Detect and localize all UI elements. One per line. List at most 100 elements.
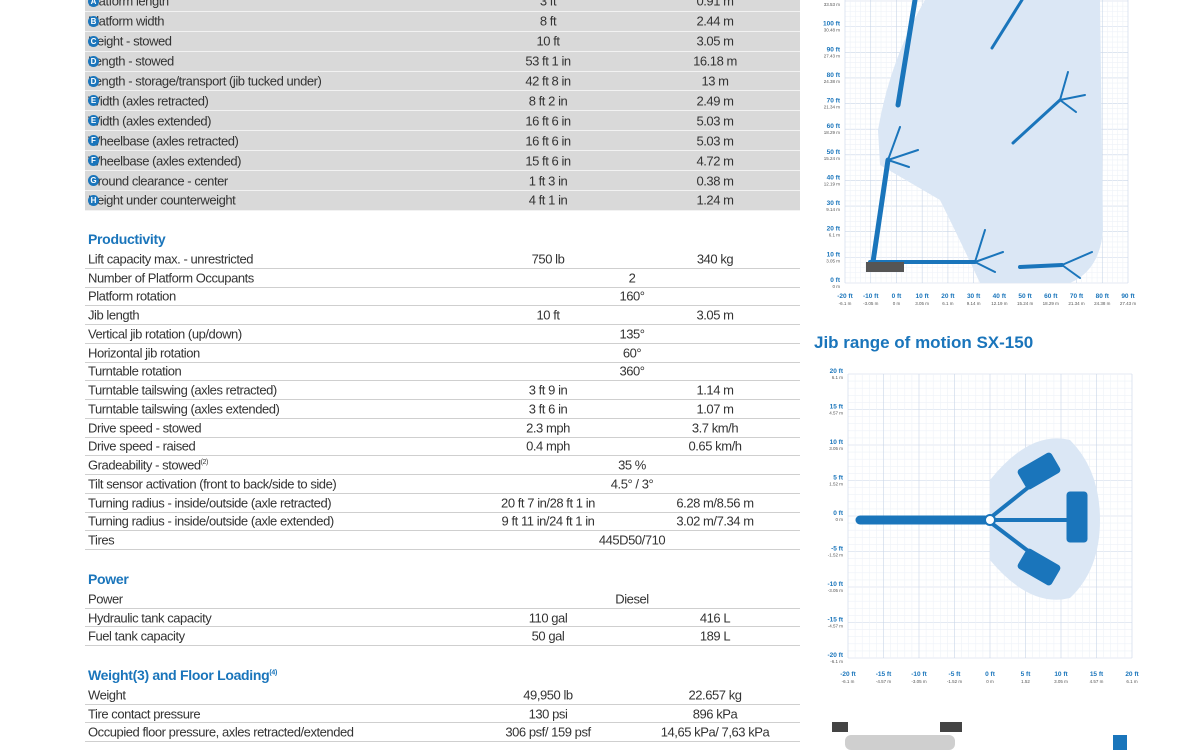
metric-value: 6.28 m/8.56 m — [676, 495, 754, 511]
imperial-value: 2.3 mph — [526, 420, 570, 436]
label-text: Wheelbase (axles extended) — [88, 153, 242, 169]
imperial-value: 4 ft 1 in — [528, 192, 568, 208]
row-label: Drive speed - stowed — [88, 420, 202, 435]
y-axis-label: 10 ft — [827, 251, 841, 258]
imperial-value: 53 ft 1 in — [525, 53, 571, 69]
y-axis-label: 110 ft — [823, 0, 840, 2]
x-axis-label-metric: 3.05 m — [1054, 679, 1068, 684]
metric-value: 340 kg — [696, 251, 734, 267]
y-axis-label-metric: 3.05 m — [826, 258, 840, 263]
spec-row: B Platform width 8 ft 2.44 m — [85, 12, 800, 32]
spec-row: Tires 445D50/710 — [85, 531, 800, 550]
x-axis-label: 0 ft — [892, 293, 903, 300]
metric-value: 22.657 kg — [688, 687, 742, 703]
imperial-value: 1 ft 3 in — [528, 173, 568, 189]
metric-value: 5.03 m — [696, 113, 734, 129]
metric-value: 13 m — [701, 73, 729, 89]
imperial-value: 10 ft — [536, 33, 560, 49]
label-text: Turning radius - inside/outside (axle ex… — [88, 513, 334, 529]
metric-value: 2.44 m — [696, 13, 734, 29]
spec-row: Vertical jib rotation (up/down) 135° — [85, 325, 800, 344]
metric-value: 189 L — [699, 628, 731, 644]
label-text: Platform rotation — [88, 288, 176, 304]
y-axis-label-metric: 6.1 m — [829, 233, 841, 238]
section-heading: Power — [88, 571, 129, 587]
spec-row: Power Diesel — [85, 590, 800, 609]
metric-value: 3.05 m — [696, 307, 734, 323]
x-axis-label-metric: 6.1 m — [942, 301, 954, 306]
section-heading: Productivity — [88, 231, 166, 247]
row-label: Turntable tailswing (axles retracted) — [88, 383, 277, 398]
x-axis-label: 10 ft — [1054, 671, 1068, 678]
imperial-value: 0.4 mph — [526, 438, 570, 454]
imperial-value: 3 ft 9 in — [528, 382, 568, 398]
label-text: Height - stowed — [88, 33, 172, 49]
jib-chart: 20 ft6.1 m15 ft4.57 m10 ft3.05 m5 ft1.52… — [827, 368, 1139, 684]
badge: F — [88, 135, 99, 147]
spec-row: Drive speed - raised 0.4 mph 0.65 km/h — [85, 438, 800, 457]
y-axis-label: 60 ft — [827, 123, 841, 130]
x-axis-label-metric: 0 m — [893, 301, 901, 306]
metric-value: 0.38 m — [696, 173, 734, 189]
metric-value: 16.18 m — [693, 53, 737, 69]
badge: E — [88, 95, 99, 107]
x-axis-label: 5 ft — [1021, 671, 1032, 678]
label-text: Fuel tank capacity — [88, 628, 185, 644]
x-axis-label-metric: 15.24 m — [1017, 301, 1034, 306]
label-text: Width (axles retracted) — [88, 93, 209, 109]
badge: D — [88, 55, 99, 67]
dimensions-table: A Platform length 3 ft 0.91 m B Platform widt… — [85, 0, 800, 211]
label-text: Tilt sensor activation (front to back/si… — [88, 476, 337, 492]
y-axis-label: 20 ft — [830, 368, 844, 375]
row-label: Vertical jib rotation (up/down) — [88, 326, 242, 341]
label-text: Platform length — [88, 0, 169, 9]
jib-grid: 20 ft6.1 m15 ft4.57 m10 ft3.05 m5 ft1.52… — [827, 368, 1139, 684]
row-label: Jib length — [88, 308, 140, 323]
metric-value: 3.02 m/7.34 m — [676, 513, 754, 529]
imperial-value: 49,950 lb — [523, 687, 573, 703]
value: 2 — [628, 270, 636, 286]
x-axis-label-metric: -4.57 m — [876, 679, 892, 684]
y-axis-label: 30 ft — [827, 200, 841, 207]
imperial-value: 750 lb — [531, 251, 565, 267]
heading-text: Productivity — [88, 231, 166, 247]
x-axis-label: 15 ft — [1090, 671, 1104, 678]
section-heading: Weight(3) and Floor Loading(4) — [88, 667, 277, 683]
label-text: Gradeability - stowed — [88, 457, 201, 473]
bottom-drawing — [832, 722, 1127, 750]
x-axis-label: 10 ft — [915, 293, 929, 300]
metric-value: 4.72 m — [696, 153, 734, 169]
imperial-value: 3 ft 6 in — [528, 401, 568, 417]
spec-row: D Length - stowed 53 ft 1 in 16.18 m — [85, 52, 800, 72]
y-axis-label: 90 ft — [827, 46, 841, 53]
imperial-value: 8 ft — [539, 13, 557, 29]
row-label: Platform rotation — [88, 289, 176, 304]
spec-row: Gradeability - stowed(2) 35 % — [85, 456, 800, 475]
x-axis-label-metric: -6.1 m — [842, 679, 855, 684]
x-axis-label: 90 ft — [1121, 293, 1135, 300]
label-text: Width (axles extended) — [88, 113, 212, 129]
label-text: Occupied floor pressure, axles retracted… — [88, 724, 354, 740]
label-text: Horizontal jib rotation — [88, 345, 200, 361]
spec-row: Horizontal jib rotation 60° — [85, 344, 800, 363]
row-label: Turntable rotation — [88, 363, 182, 379]
value: Diesel — [615, 591, 649, 607]
y-axis-label-metric: 1.52 m — [829, 482, 843, 487]
label-text: Weight — [88, 687, 126, 703]
x-axis-label: -5 ft — [949, 671, 962, 678]
metric-value: 0.91 m — [696, 0, 734, 9]
value: 35 % — [618, 457, 646, 473]
row-label: Drive speed - raised — [88, 439, 196, 454]
badge: H — [88, 194, 99, 206]
metric-value: 3.7 km/h — [691, 420, 739, 436]
label-text: Turntable rotation — [88, 363, 182, 379]
label-text: Number of Platform Occupants — [88, 270, 254, 286]
x-axis-label: -20 ft — [840, 671, 856, 678]
label-text: Power — [88, 591, 123, 607]
value: 160° — [619, 288, 645, 304]
imperial-value: 306 psf/ 159 psf — [505, 724, 591, 740]
imperial-value: 16 ft 6 in — [525, 113, 571, 129]
badge: A — [88, 0, 99, 7]
